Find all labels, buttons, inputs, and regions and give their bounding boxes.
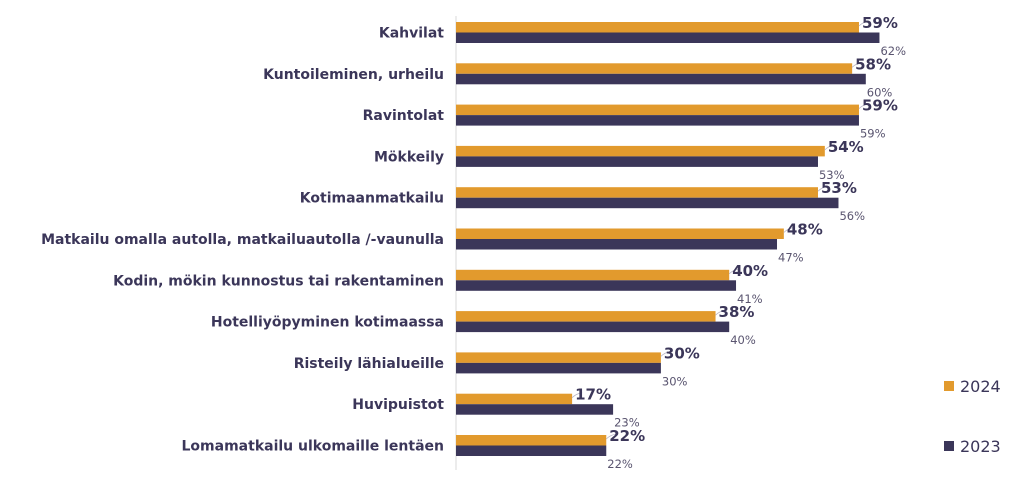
bar-2024 (456, 393, 573, 405)
bar-2024 (456, 104, 859, 116)
value-label-2023: 56% (839, 209, 865, 223)
value-label-2024: 38% (719, 303, 755, 321)
value-label-2024: 58% (855, 55, 891, 73)
bar-2023 (456, 156, 818, 167)
value-label-2023: 60% (867, 85, 893, 99)
category-label: Kahvilat (379, 26, 444, 42)
bar-2023 (456, 280, 737, 291)
value-label-2023: 41% (737, 292, 763, 306)
leader-line (660, 351, 671, 357)
value-label-2024: 53% (821, 179, 857, 197)
leader-line (817, 185, 829, 192)
bar-2024 (456, 187, 818, 198)
value-label-2024: 17% (575, 386, 611, 404)
bar-2023 (456, 445, 607, 456)
category-label: Kodin, mökin kunnostus tai rakentaminen (113, 273, 444, 289)
legend-swatch (944, 381, 954, 391)
value-label-2023: 23% (614, 416, 640, 430)
bar-2024 (456, 352, 661, 363)
bar-2024 (456, 269, 730, 281)
bar-2023 (456, 197, 839, 209)
leader-line (824, 144, 835, 151)
bar-2023 (456, 73, 866, 85)
legend-2024: 2024 (944, 377, 1001, 396)
category-label: Ravintolat (363, 108, 445, 124)
bar-2023 (456, 321, 730, 333)
bar-2023 (456, 115, 859, 126)
bar-2023 (456, 239, 778, 250)
category-label: Kotimaanmatkailu (300, 191, 444, 207)
value-label-2023: 53% (819, 168, 845, 182)
value-label-2024: 30% (664, 344, 700, 362)
bar-2024 (456, 228, 784, 239)
value-label-2024: 48% (787, 221, 823, 239)
value-label-2023: 59% (860, 127, 886, 141)
value-label-2023: 40% (730, 333, 756, 347)
category-label: Mökkeily (374, 149, 444, 165)
legend-swatch (944, 441, 954, 451)
category-label: Huvipuistot (352, 397, 444, 413)
bar-2024 (456, 63, 853, 74)
leader-line (715, 309, 726, 316)
leader-line (858, 103, 870, 109)
value-label-2023: 62% (880, 44, 906, 58)
leader-line (783, 227, 794, 233)
value-label-2024: 22% (609, 427, 645, 445)
bar-2023 (456, 32, 880, 43)
category-label: Lomamatkailu ulkomaille lentäen (182, 439, 444, 455)
legend-2023: 2023 (944, 437, 1001, 456)
bar-2024 (456, 145, 825, 157)
value-label-2024: 59% (862, 14, 898, 32)
value-label-2023: 22% (607, 457, 633, 471)
value-label-2024: 54% (828, 138, 864, 156)
bar-2023 (456, 404, 614, 415)
leader-line (851, 61, 863, 68)
category-label: Hotelliyöpyminen kotimaassa (211, 315, 444, 331)
leader-line (571, 392, 583, 398)
bar-2024 (456, 311, 716, 322)
category-label: Risteily lähialueille (294, 356, 444, 372)
bar-2024 (456, 435, 607, 446)
category-label: Matkailu omalla autolla, matkailuautolla… (41, 232, 444, 248)
category-label: Kuntoileminen, urheilu (263, 67, 444, 83)
legend-label: 2023 (960, 437, 1001, 456)
legend-label: 2024 (960, 377, 1001, 396)
value-label-2023: 30% (662, 374, 688, 388)
leader-line (858, 20, 870, 27)
leader-line (728, 268, 740, 275)
value-label-2024: 40% (732, 262, 768, 280)
bar-2023 (456, 362, 661, 374)
value-label-2023: 47% (778, 251, 804, 265)
leader-line (605, 433, 617, 440)
bar-2024 (456, 22, 859, 33)
value-label-2024: 59% (862, 97, 898, 115)
